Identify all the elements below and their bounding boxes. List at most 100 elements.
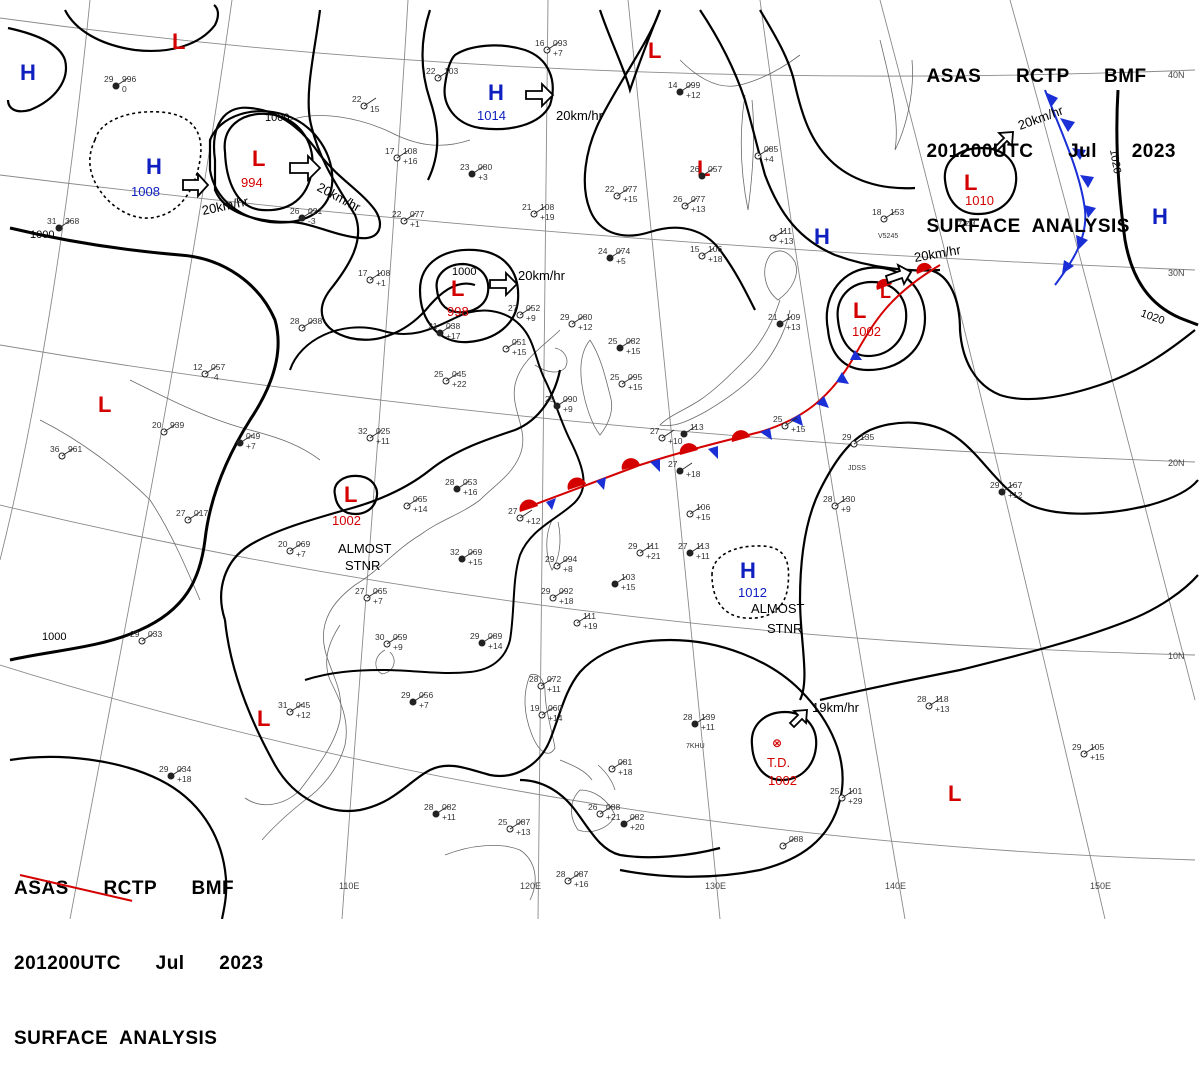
- wind-barb: [701, 167, 715, 177]
- station-temp: 17: [385, 146, 395, 156]
- wind-barb: [509, 820, 523, 830]
- station-temp: 27: [678, 541, 688, 551]
- station-pressure: 088: [789, 834, 803, 844]
- wind-barb: [439, 324, 453, 334]
- station-pressure: 111: [779, 226, 792, 236]
- motion-arrow-3: [525, 81, 555, 109]
- station-plot: 23 080+3: [460, 162, 492, 182]
- station-pressure: 057: [211, 362, 225, 372]
- station-temp: 27: [508, 506, 518, 516]
- station-plot: 29 033: [130, 629, 162, 645]
- station-tendency: +1: [376, 278, 386, 288]
- station-pressure: 089: [488, 631, 502, 641]
- center-mark: L: [344, 482, 357, 507]
- station-tendency: +18: [708, 254, 723, 264]
- station-pressure: 111: [646, 541, 659, 551]
- station-pressure: 108: [540, 202, 554, 212]
- wind-barb: [679, 462, 693, 472]
- station-temp: 22: [352, 94, 362, 104]
- east-tooth-1: [1045, 92, 1058, 106]
- station-tendency: +21: [606, 812, 621, 822]
- wind-barb: [445, 372, 459, 382]
- station-temp: 21: [428, 321, 438, 331]
- weather-map: L H H 1008 L 994 H 1014 L 998 L L L 1002…: [0, 0, 1199, 919]
- meridian-150e: [879, 0, 1106, 919]
- station-tendency: +13: [516, 827, 531, 837]
- cold-tooth-5: [760, 428, 772, 440]
- wind-barb: [461, 550, 475, 560]
- coast-japan: [659, 299, 791, 427]
- station-temp: 29: [130, 629, 140, 639]
- station-tendency: +7: [246, 441, 256, 451]
- station-plot: 25 082+15: [608, 336, 641, 356]
- isobar-sw-big: [223, 619, 844, 878]
- warm-bump-7: [916, 262, 932, 274]
- station-plot: 30 059+9: [375, 632, 407, 652]
- station-plot: 29 056+7: [401, 690, 433, 710]
- station-plot: 28 038: [290, 316, 322, 332]
- wind-barb: [369, 429, 383, 439]
- station-plot: 31 045+12: [278, 700, 311, 720]
- station-temp: 25: [545, 394, 555, 404]
- station-temp: 25: [608, 336, 618, 346]
- cold-tooth-7: [816, 396, 829, 408]
- station-tendency: +12: [1008, 490, 1023, 500]
- remark: ALMOST: [751, 601, 805, 616]
- station-plot: 29 080+12: [560, 312, 593, 332]
- wind-barb: [779, 315, 793, 325]
- station-pressure: 069: [468, 547, 482, 557]
- station-tendency: +11: [701, 722, 715, 732]
- station-plot: 25 045+22: [434, 369, 467, 389]
- wind-barb: [301, 319, 315, 329]
- station-temp: 20: [278, 539, 288, 549]
- station-tendency: +3: [478, 172, 488, 182]
- wind-barb: [386, 635, 400, 645]
- wind-barb: [556, 397, 570, 407]
- remark: STNR: [767, 621, 802, 636]
- station-tendency: +9: [393, 642, 403, 652]
- station-pressure: 139: [701, 712, 715, 722]
- station-pressure: 049: [246, 431, 260, 441]
- footer-line-2: 201200UTC Jul 2023: [14, 953, 264, 974]
- station-plot: 22 15: [352, 94, 380, 114]
- wind-barb: [689, 505, 703, 515]
- motion-arrow-2: [289, 153, 322, 183]
- station-temp: 27: [508, 303, 518, 313]
- lon-label: 140E: [885, 881, 906, 891]
- station-plot: 29 135: [842, 432, 874, 448]
- station-temp: 29: [401, 690, 411, 700]
- isobar-philippines: [519, 778, 721, 859]
- station-pressure: 111: [583, 611, 596, 621]
- station-tendency: +15: [791, 424, 806, 434]
- station-pressure: 045: [296, 700, 310, 710]
- station-plot: 21 109+13: [768, 312, 801, 332]
- meridian-140e: [759, 0, 906, 919]
- east-tooth-4: [1080, 175, 1094, 188]
- station-pressure: 065: [413, 494, 427, 504]
- station-tendency: +14: [488, 641, 503, 651]
- wind-barb: [141, 632, 155, 642]
- station-pressure: 082: [626, 336, 640, 346]
- ship-id: 7KHU: [686, 743, 705, 750]
- fronts: [519, 89, 1096, 512]
- station-pressure: 101: [848, 786, 862, 796]
- isobar-1000-mongolia: [208, 110, 334, 224]
- station-temp: 31: [278, 700, 288, 710]
- isobar-china-big: [289, 309, 585, 681]
- center-value: 1002: [852, 324, 881, 339]
- station-pressure: 060: [548, 703, 562, 713]
- coast-india: [39, 419, 201, 601]
- wind-barb: [1001, 483, 1015, 493]
- isobar-1002-east-outer: [825, 266, 927, 372]
- station-temp: 27: [668, 459, 678, 469]
- lat-label: 30N: [1168, 268, 1185, 278]
- station-tendency: +9: [526, 313, 536, 323]
- cold-front-teeth: [546, 350, 862, 510]
- station-pressure: 167: [1008, 480, 1022, 490]
- station-temp: 26: [588, 802, 598, 812]
- wind-barb: [289, 703, 303, 713]
- isobar-label: 1020: [1107, 148, 1123, 174]
- station-pressure: 077: [410, 209, 424, 219]
- wind-barb: [701, 247, 715, 257]
